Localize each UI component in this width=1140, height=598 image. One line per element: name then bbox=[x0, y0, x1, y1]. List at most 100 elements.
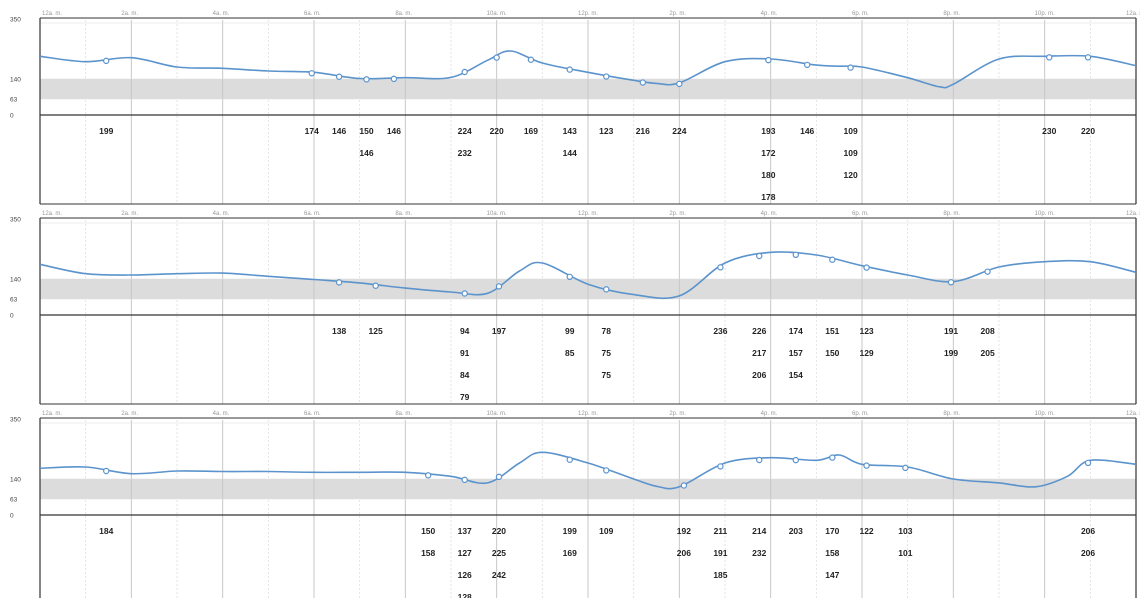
reading-value: 208 bbox=[980, 326, 994, 336]
reading-marker bbox=[495, 473, 503, 481]
reading-value: 79 bbox=[460, 392, 470, 402]
x-tick-label: 12p. m. bbox=[578, 211, 598, 217]
reading-marker bbox=[603, 286, 610, 293]
reading-value: 146 bbox=[332, 126, 346, 136]
reading-marker bbox=[603, 467, 610, 474]
reading-value: 236 bbox=[713, 326, 727, 336]
reading-value: 128 bbox=[458, 592, 472, 598]
reading-value: 191 bbox=[713, 548, 727, 558]
chart-panel-1: 0 63 140 350 12a. m. 2a. m. 4a. m. 6a. m. 8a. m.… bbox=[10, 11, 1140, 205]
reading-value: 220 bbox=[1081, 126, 1095, 136]
reading-value: 178 bbox=[761, 192, 775, 202]
reading-value: 99 bbox=[565, 326, 575, 336]
reading-value: 151 bbox=[825, 326, 839, 336]
x-tick-label: 6a. m. bbox=[304, 11, 321, 17]
reading-value: 211 bbox=[714, 526, 728, 536]
reading-value: 197 bbox=[492, 326, 506, 336]
reading-marker bbox=[390, 75, 398, 83]
reading-marker bbox=[461, 290, 468, 297]
y-tick-label: 63 bbox=[10, 97, 18, 104]
x-tick-label: 6p. m. bbox=[852, 211, 869, 217]
reading-marker bbox=[372, 282, 379, 289]
reading-value: 184 bbox=[99, 526, 113, 536]
reading-value: 185 bbox=[713, 570, 727, 580]
reading-value: 224 bbox=[672, 126, 686, 136]
reading-value: 78 bbox=[602, 326, 612, 336]
reading-marker bbox=[792, 251, 799, 259]
y-tick-label: 140 bbox=[10, 277, 21, 284]
reading-value: 94 bbox=[460, 326, 470, 336]
reading-marker bbox=[680, 482, 688, 489]
reading-value: 146 bbox=[387, 126, 401, 136]
reading-value: 122 bbox=[859, 526, 873, 536]
x-tick-label: 12a. m. bbox=[42, 211, 62, 217]
reading-value: 154 bbox=[789, 370, 803, 380]
x-tick-label: 2p. m. bbox=[669, 411, 686, 417]
reading-value: 180 bbox=[761, 170, 775, 180]
reading-marker bbox=[717, 264, 724, 271]
x-tick-label: 2p. m. bbox=[669, 211, 686, 217]
reading-marker bbox=[847, 64, 854, 71]
x-tick-label: 4p. m. bbox=[761, 211, 778, 217]
reading-value: 230 bbox=[1042, 126, 1056, 136]
reading-value: 172 bbox=[761, 148, 775, 158]
y-tick-label: 0 bbox=[10, 513, 14, 520]
reading-value: 146 bbox=[359, 148, 373, 158]
reading-value: 91 bbox=[460, 348, 470, 358]
reading-marker bbox=[335, 73, 343, 80]
x-tick-label: 10a. m. bbox=[487, 211, 507, 217]
reading-value: 150 bbox=[421, 526, 435, 536]
reading-value: 199 bbox=[99, 126, 113, 136]
reading-marker bbox=[527, 56, 535, 63]
x-tick-label: 4p. m. bbox=[761, 11, 778, 17]
reading-value: 191 bbox=[944, 326, 958, 336]
x-tick-label: 12p. m. bbox=[578, 11, 598, 17]
reading-value: 170 bbox=[825, 526, 839, 536]
reading-marker bbox=[947, 279, 955, 286]
reading-marker bbox=[829, 454, 836, 461]
reading-marker bbox=[1084, 54, 1092, 61]
y-tick-label: 0 bbox=[10, 113, 14, 120]
reading-value: 220 bbox=[492, 526, 506, 536]
reading-value: 120 bbox=[843, 170, 857, 180]
reading-marker bbox=[902, 464, 909, 472]
x-tick-label: 12a. m. bbox=[1126, 11, 1140, 17]
x-tick-label: 6a. m. bbox=[304, 211, 321, 217]
reading-value: 157 bbox=[789, 348, 803, 358]
y-tick-label: 350 bbox=[10, 17, 21, 24]
x-tick-label: 4a. m. bbox=[213, 411, 230, 417]
y-tick-label: 140 bbox=[10, 477, 21, 484]
reading-value: 158 bbox=[421, 548, 435, 558]
x-tick-label: 12a. m. bbox=[1126, 411, 1140, 417]
reading-value: 174 bbox=[305, 126, 319, 136]
reading-marker bbox=[756, 456, 763, 464]
reading-value: 174 bbox=[789, 326, 803, 336]
x-tick-label: 4a. m. bbox=[213, 11, 230, 17]
reading-value: 214 bbox=[752, 526, 766, 536]
reading-value: 144 bbox=[563, 148, 577, 158]
x-tick-label: 2p. m. bbox=[669, 11, 686, 17]
reading-marker bbox=[829, 256, 836, 263]
reading-value: 199 bbox=[944, 348, 958, 358]
reading-value: 103 bbox=[898, 526, 912, 536]
y-tick-label: 350 bbox=[10, 417, 21, 424]
x-tick-label: 8a. m. bbox=[395, 11, 412, 17]
reading-value: 146 bbox=[800, 126, 814, 136]
reading-marker bbox=[103, 57, 110, 65]
reading-marker bbox=[765, 56, 772, 64]
glucose-curve bbox=[39, 50, 1137, 89]
reading-marker bbox=[461, 476, 468, 484]
y-tick-label: 350 bbox=[10, 217, 21, 224]
reading-value: 123 bbox=[859, 326, 873, 336]
y-tick-label: 63 bbox=[10, 297, 18, 304]
reading-value: 129 bbox=[859, 348, 873, 358]
reading-marker bbox=[493, 54, 500, 61]
x-tick-label: 6p. m. bbox=[852, 411, 869, 417]
x-tick-label: 12a. m. bbox=[1126, 211, 1140, 217]
x-tick-label: 10a. m. bbox=[487, 411, 507, 417]
x-tick-label: 8p. m. bbox=[943, 411, 960, 417]
reading-value: 138 bbox=[332, 326, 346, 336]
x-tick-label: 10a. m. bbox=[487, 11, 507, 17]
reading-value: 169 bbox=[524, 126, 538, 136]
